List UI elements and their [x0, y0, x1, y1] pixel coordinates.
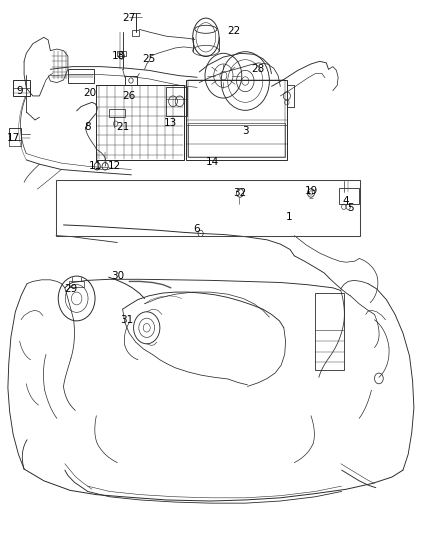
Bar	[186, 80, 287, 160]
Text: 12: 12	[108, 161, 121, 171]
Text: 32: 32	[233, 188, 247, 198]
Text: 29: 29	[64, 284, 78, 294]
Bar	[132, 30, 139, 36]
Bar	[9, 128, 21, 140]
Text: 1: 1	[286, 213, 293, 222]
Bar	[166, 87, 187, 116]
Bar	[56, 180, 360, 236]
Text: 18: 18	[112, 51, 125, 61]
Bar	[69, 281, 84, 287]
Text: 17: 17	[7, 133, 20, 142]
Text: 3: 3	[242, 126, 249, 135]
Bar	[339, 188, 359, 204]
Text: 25: 25	[142, 54, 155, 63]
Bar	[117, 51, 126, 56]
Text: 26: 26	[123, 91, 136, 101]
Text: 11: 11	[89, 161, 102, 171]
Bar	[188, 80, 285, 157]
Text: 4: 4	[343, 197, 350, 206]
Bar	[315, 293, 344, 370]
Text: 31: 31	[120, 315, 134, 325]
Bar	[125, 76, 137, 85]
Text: 5: 5	[347, 203, 354, 213]
Text: 8: 8	[84, 122, 91, 132]
Text: 6: 6	[193, 224, 200, 234]
Text: 9: 9	[16, 86, 23, 95]
Text: 28: 28	[251, 64, 264, 74]
Bar	[188, 123, 285, 157]
Bar	[109, 109, 125, 117]
Text: 13: 13	[163, 118, 177, 127]
Bar	[68, 69, 94, 83]
Bar	[13, 80, 30, 96]
Text: 20: 20	[83, 88, 96, 98]
Bar	[96, 85, 184, 160]
Text: 30: 30	[111, 271, 124, 281]
Text: 19: 19	[304, 186, 318, 196]
Text: 14: 14	[206, 157, 219, 167]
Text: 27: 27	[123, 13, 136, 22]
Text: 22: 22	[228, 26, 241, 36]
Text: 21: 21	[116, 122, 129, 132]
